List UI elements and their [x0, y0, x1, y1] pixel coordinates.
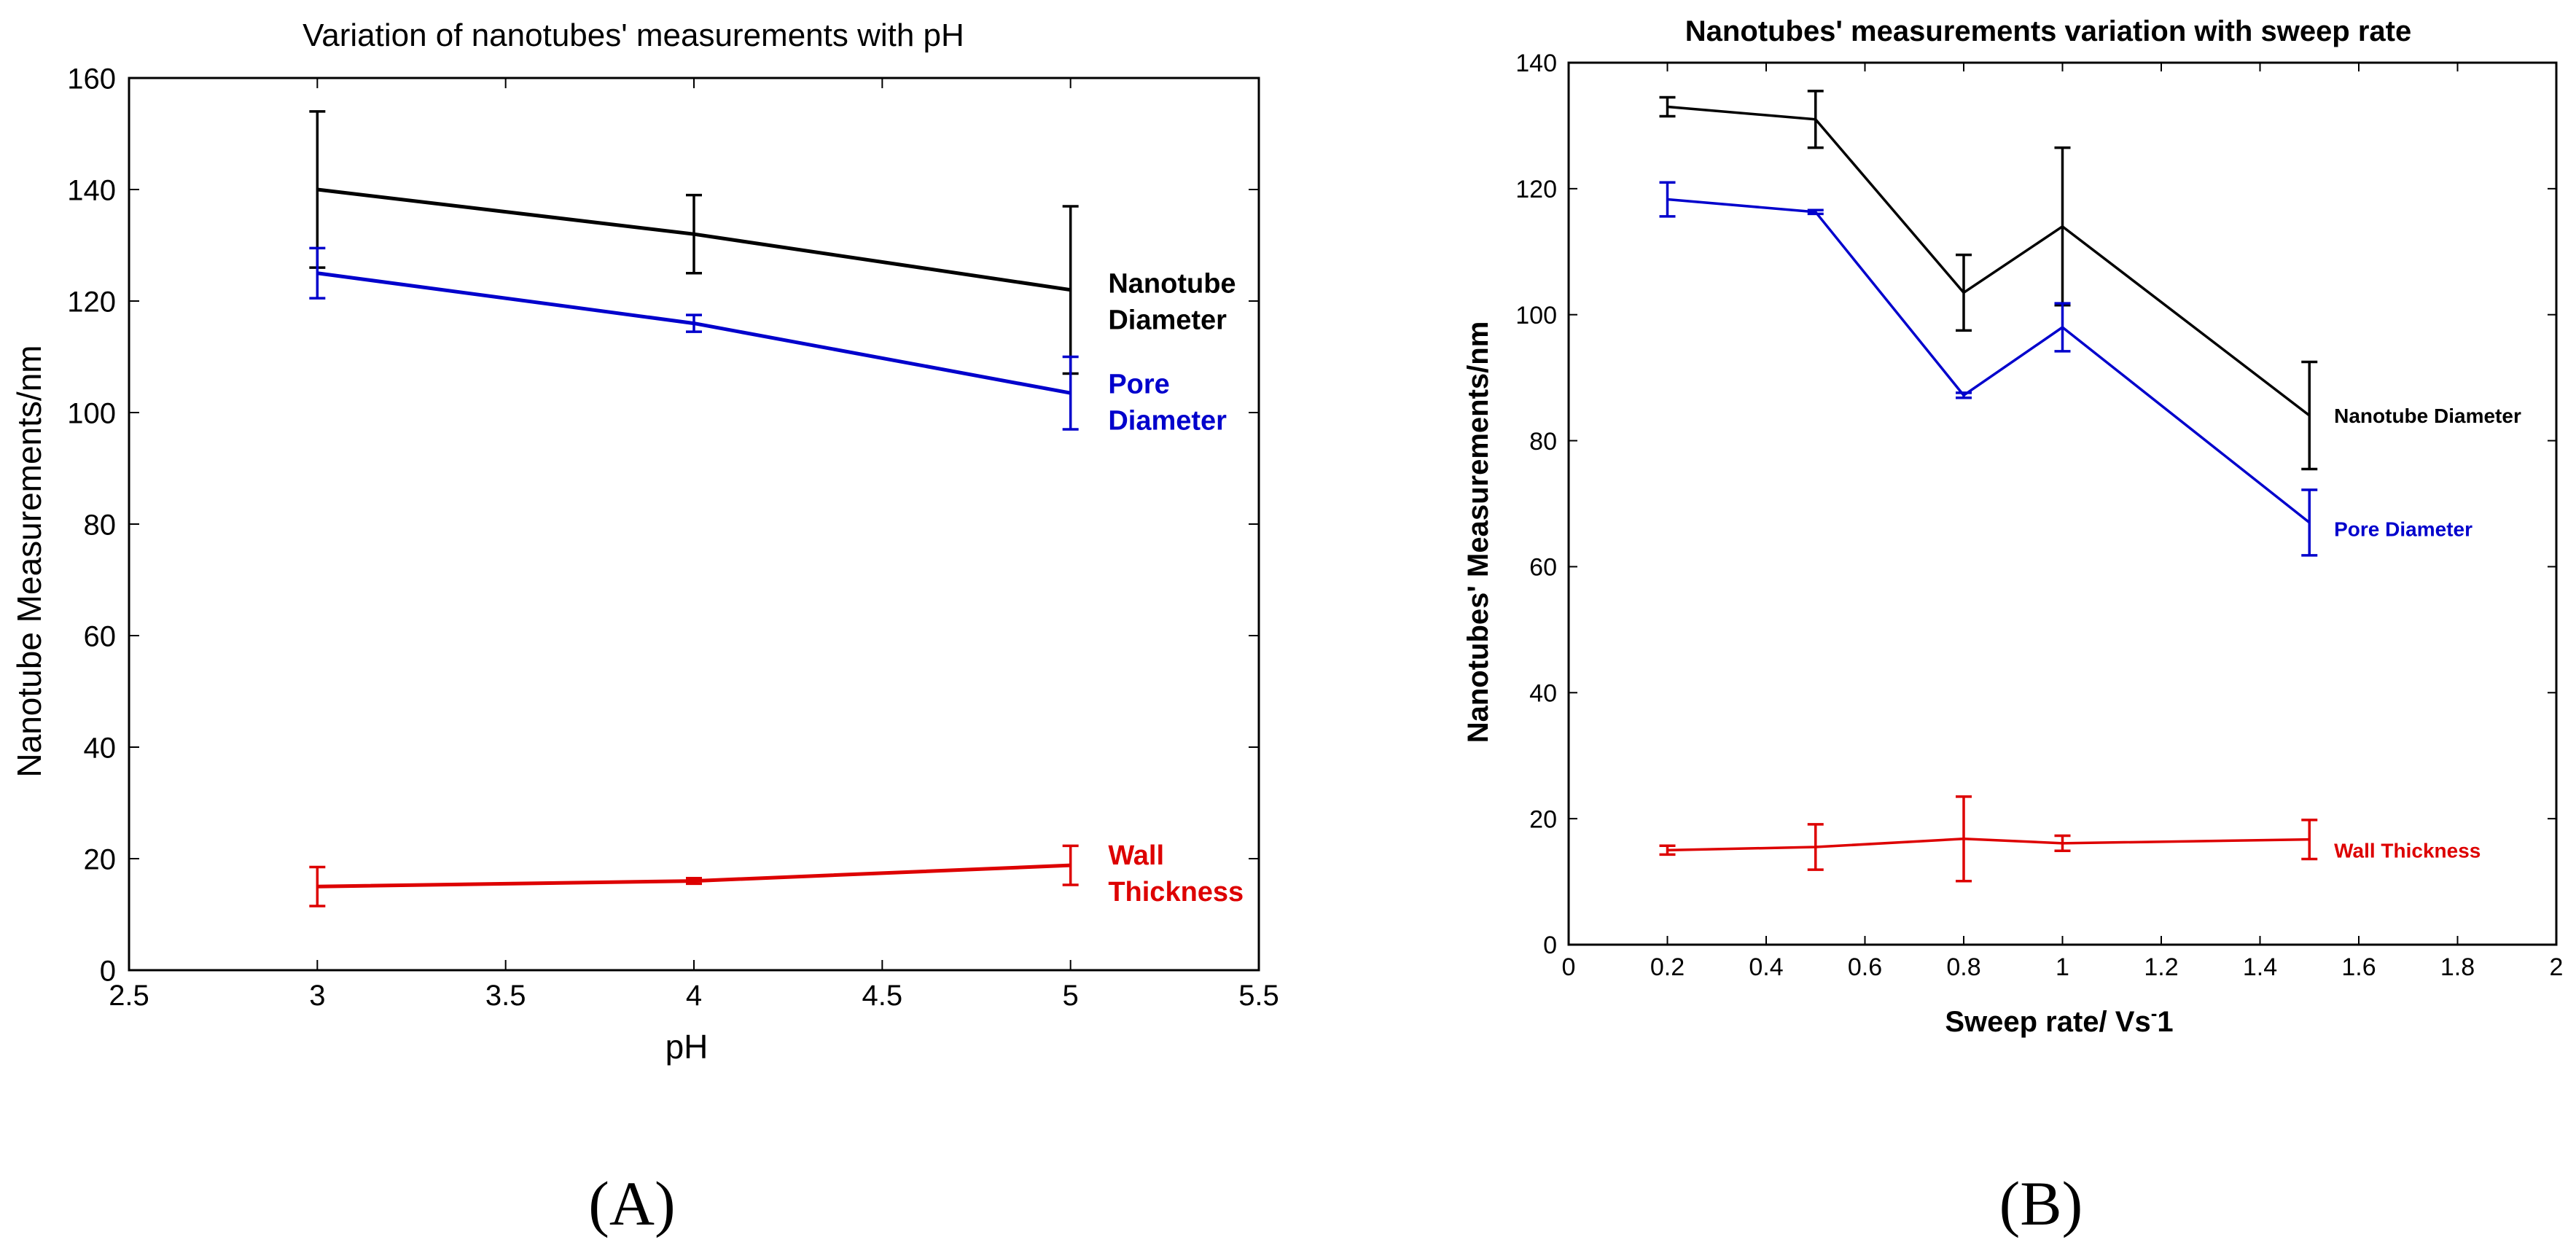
chart-b-x-axis-label: Sweep rate/ Vs-1 [1945, 1002, 2173, 1038]
chart-b-error-bar-wall-thickness [1956, 795, 1972, 883]
chart-b-y-tick-label: 140 [1515, 50, 1557, 77]
chart-b-x-tick-label: 1.8 [2440, 953, 2475, 981]
chart-b-error-bar-wall-thickness [2301, 819, 2318, 861]
chart-b-y-tick-label: 60 [1529, 554, 1557, 582]
chart-b-x-axis-label-sup: - [2151, 1002, 2158, 1024]
chart-a-x-tick-label: 3 [309, 980, 325, 1012]
chart-b-y-tick-label: 20 [1529, 805, 1557, 833]
chart-a-error-bar-wall-thickness [309, 865, 326, 907]
chart-b-error-bar-pore-diameter [1659, 181, 1676, 218]
chart-b-error-bar-nanotube-diameter [1659, 95, 1676, 118]
chart-b-x-tick-label: 0.8 [1946, 953, 1980, 981]
chart-a-x-tick-label: 3.5 [485, 980, 526, 1012]
chart-b-y-tick-label: 0 [1543, 932, 1557, 959]
chart-panel-b: 0 0.2 0.4 0.6 0.8 1 1.2 1.4 1.6 1.8 20204060801001… [1462, 15, 2563, 1238]
chart-b-error-bar-pore-diameter [1956, 391, 1972, 399]
chart-a-x-tick-label: 2.5 [109, 980, 149, 1012]
chart-b-ticks: 0 0.2 0.4 0.6 0.8 1 1.2 1.4 1.6 1.8 20204060801001… [1515, 50, 2563, 981]
chart-a-y-tick-label: 0 [100, 955, 116, 987]
chart-a-series-label-wall-thickness: Thickness [1108, 877, 1244, 907]
chart-a-y-tick-label: 120 [67, 286, 116, 318]
chart-a-error-bar-wall-thickness [1062, 844, 1079, 886]
chart-a-series-label-nanotube-diameter: Diameter [1108, 305, 1227, 336]
chart-a-x-tick-label: 4 [686, 980, 702, 1012]
chart-b-error-bar-nanotube-diameter [2301, 360, 2318, 471]
chart-a-y-tick-label: 80 [84, 509, 117, 541]
chart-a-title: Variation of nanotubes' measurements wit… [303, 17, 964, 53]
chart-b-x-tick-label: 2 [2550, 953, 2564, 981]
chart-panel-a: 2.5 3 3.5 4 4.5 5 5.5 0 20 40 60 80 100 120 140 160 Nan… [10, 17, 1279, 1238]
chart-b-series-labels: Nanotube Diameter Pore Diameter Wall Thick… [2334, 405, 2521, 862]
chart-a-y-tick-label: 60 [84, 620, 117, 652]
panel-label-b: (B) [1999, 1168, 2083, 1238]
chart-a-error-bar-pore-diameter [309, 246, 326, 300]
chart-b-x-tick-label: 1.4 [2243, 953, 2277, 981]
chart-a-y-tick-label: 160 [67, 63, 116, 95]
chart-a-y-tick-label: 20 [84, 843, 117, 875]
chart-a-series-label-pore-diameter: Pore [1108, 369, 1169, 399]
chart-a-series-label-wall-thickness: Wall [1108, 840, 1164, 871]
chart-b-error-bar-nanotube-diameter [1956, 253, 1972, 332]
chart-b-x-tick-label: 1.2 [2144, 953, 2178, 981]
chart-a-series [309, 110, 1079, 907]
chart-a-x-tick-label: 5.5 [1238, 980, 1279, 1012]
chart-a-series-label-nanotube-diameter: Nanotube [1108, 269, 1236, 300]
chart-b-y-tick-label: 40 [1529, 680, 1557, 708]
chart-b-x-tick-label: 0 [1562, 953, 1576, 981]
chart-b-y-tick-label: 120 [1515, 176, 1557, 203]
chart-b-series-label-nanotube-diameter: Nanotube Diameter [2334, 405, 2521, 427]
chart-a-series-label-pore-diameter: Diameter [1108, 405, 1227, 436]
chart-b-y-tick-label: 100 [1515, 302, 1557, 329]
chart-b-error-bar-pore-diameter [2301, 488, 2318, 557]
chart-b-x-tick-label: 1.6 [2341, 953, 2376, 981]
chart-b-title: Nanotubes' measurements variation with s… [1685, 15, 2411, 47]
chart-a-series-labels: Nanotube Diameter Pore Diameter Wall Thicknes… [1108, 269, 1244, 907]
chart-a-y-axis-label: Nanotube Measurements/nm [10, 345, 48, 777]
chart-a-error-bar-nanotube-diameter [686, 193, 702, 275]
chart-b-error-bar-wall-thickness [1807, 823, 1824, 871]
chart-a-ticks: 2.5 3 3.5 4 4.5 5 5.5 0 20 40 60 80 100 120 140 160 [67, 63, 1279, 1012]
chart-a-error-bar-pore-diameter [1062, 355, 1079, 431]
chart-a-y-tick-label: 140 [67, 174, 116, 206]
chart-b-x-axis-label-tail: 1 [2157, 1006, 2173, 1038]
chart-a-x-tick-label: 5 [1063, 980, 1079, 1012]
chart-b-series [1659, 90, 2318, 883]
chart-b-x-tick-label: 0.2 [1650, 953, 1685, 981]
chart-b-x-tick-label: 0.4 [1749, 953, 1783, 981]
panel-label-a: (A) [588, 1168, 675, 1238]
chart-b-x-tick-label: 0.6 [1848, 953, 1882, 981]
chart-a-x-axis-label: pH [666, 1028, 709, 1066]
chart-a-x-tick-label: 4.5 [862, 980, 903, 1012]
chart-b-error-bar-wall-thickness [1659, 844, 1676, 856]
chart-b-y-axis-label: Nanotubes' Measurements/nm [1462, 321, 1494, 743]
chart-b-y-tick-label: 80 [1529, 428, 1557, 456]
chart-b-series-label-pore-diameter: Pore Diameter [2334, 518, 2472, 541]
chart-b-x-axis-label-main: Sweep rate/ Vs [1945, 1006, 2150, 1038]
chart-a-y-tick-label: 40 [84, 732, 117, 764]
chart-b-x-tick-label: 1 [2056, 953, 2069, 981]
chart-b-error-bar-pore-diameter [2054, 302, 2071, 353]
chart-b-error-bar-nanotube-diameter [1807, 90, 1824, 149]
chart-b-error-bar-wall-thickness [2054, 834, 2071, 852]
chart-b-series-label-wall-thickness: Wall Thickness [2334, 839, 2481, 862]
chart-a-error-bar-pore-diameter [686, 313, 702, 333]
chart-a-y-tick-label: 100 [67, 397, 116, 429]
chart-b-error-bar-pore-diameter [1807, 208, 1824, 216]
chart-a-error-bar-wall-thickness [686, 877, 702, 886]
